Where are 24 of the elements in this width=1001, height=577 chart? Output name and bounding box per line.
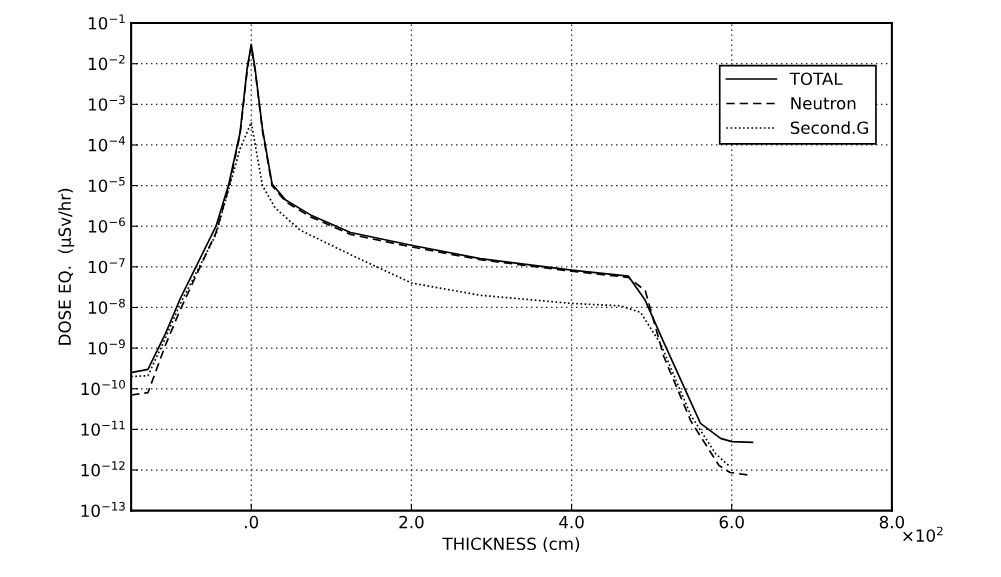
y-axis-title: DOSE EQ. (μSv/hr) [58, 188, 75, 345]
text: ×10$^{2}$ [903, 526, 943, 542]
x-tick-label: 4.0 [559, 515, 584, 529]
y-tick-label: 10$^{−2}$ [88, 54, 125, 71]
y-tick-label: 10$^{−12}$ [81, 461, 125, 477]
y-tick-label: 10$^{−9}$ [88, 339, 125, 355]
y-tick-label: 10$^{−10}$ [81, 379, 125, 396]
y-tick-label: 10$^{−8}$ [88, 298, 125, 314]
y-tick-label: 10$^{−11}$ [81, 420, 125, 436]
x-tick-label: 6.0 [719, 515, 744, 529]
x-tick-label: 2.0 [399, 515, 424, 529]
y-tick-label: 10$^{−13}$ [81, 501, 125, 518]
y-tick-label: 10$^{−4}$ [88, 136, 126, 152]
y-tick-label: 10$^{−6}$ [88, 217, 125, 233]
y-tick-label: 10$^{−3}$ [88, 95, 125, 111]
y-tick-label: 10$^{−7}$ [88, 258, 125, 274]
legend-label: Neutron [791, 97, 856, 110]
x-tick-label: .0 [245, 515, 259, 529]
y-tick-label: 10$^{−5}$ [88, 176, 125, 193]
legend-label: TOTAL [789, 72, 843, 86]
x-axis-title: THICKNESS (cm) [442, 537, 580, 553]
x-tick-label: 8.0 [879, 515, 905, 529]
y-tick-label: 10$^{−1}$ [88, 14, 125, 30]
legend-label: Second.G [790, 121, 868, 135]
